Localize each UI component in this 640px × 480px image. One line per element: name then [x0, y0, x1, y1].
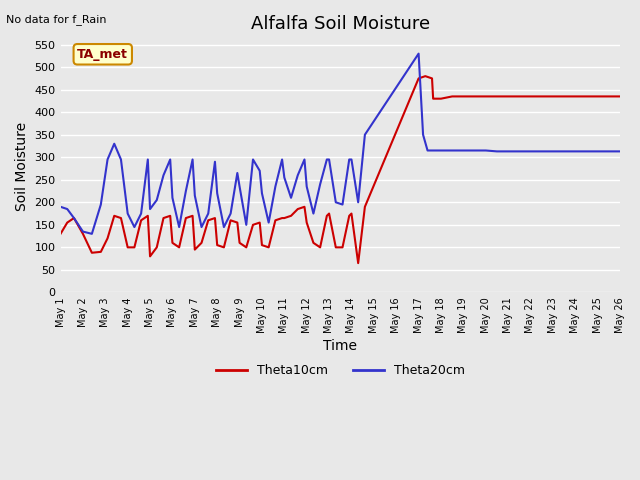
Theta10cm [57, 231, 65, 237]
Theta10cm [616, 94, 624, 99]
Line: Theta10cm: Theta10cm [61, 76, 620, 263]
Theta20cm [415, 51, 422, 57]
X-axis label: Time: Time [323, 339, 357, 353]
Theta20cm [57, 204, 65, 210]
Text: TA_met: TA_met [77, 48, 128, 61]
Theta10cm [166, 213, 174, 219]
Theta20cm [88, 231, 96, 237]
Theta20cm [227, 211, 234, 216]
Theta10cm [422, 73, 429, 79]
Text: No data for f_Rain: No data for f_Rain [6, 14, 107, 25]
Theta20cm [117, 156, 125, 162]
Y-axis label: Soil Moisture: Soil Moisture [15, 122, 29, 211]
Line: Theta20cm: Theta20cm [61, 54, 620, 234]
Theta20cm [470, 148, 478, 154]
Theta10cm [303, 220, 310, 226]
Theta20cm [348, 156, 355, 162]
Theta10cm [301, 204, 308, 210]
Theta20cm [616, 148, 624, 154]
Legend: Theta10cm, Theta20cm: Theta10cm, Theta20cm [211, 359, 470, 382]
Theta10cm [560, 94, 568, 99]
Theta10cm [355, 260, 362, 266]
Theta20cm [301, 156, 308, 162]
Theta10cm [159, 215, 167, 221]
Theta20cm [361, 132, 369, 138]
Title: Alfalfa Soil Moisture: Alfalfa Soil Moisture [251, 15, 430, 33]
Theta10cm [211, 215, 219, 221]
